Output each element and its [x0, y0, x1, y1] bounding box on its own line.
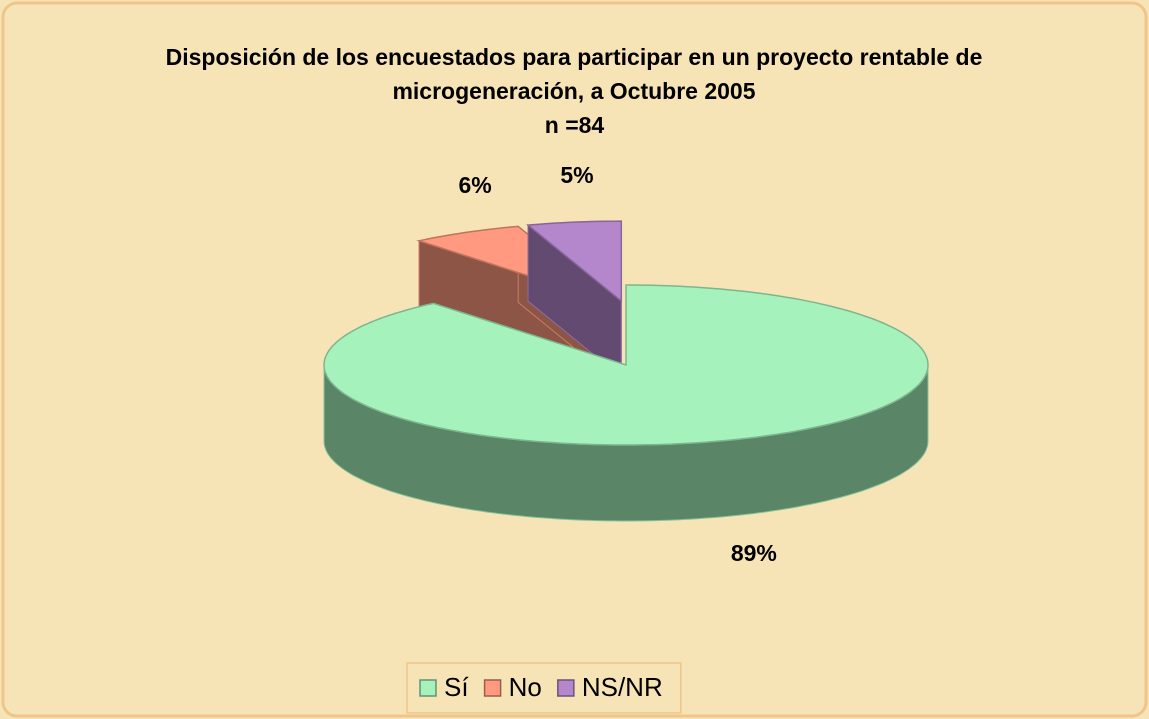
data-label: 89% — [731, 540, 777, 566]
chart-subtitle: n =84 — [544, 112, 605, 138]
legend-label: Sí — [444, 672, 469, 702]
legend-label: No — [509, 672, 542, 702]
legend-box — [406, 662, 682, 714]
legend-swatch — [483, 679, 502, 697]
legend-swatch — [557, 679, 575, 697]
data-label: 5% — [560, 162, 593, 188]
legend-label: NS/NR — [582, 672, 663, 702]
slice — [526, 220, 623, 303]
legend-swatch — [419, 679, 437, 697]
slice — [323, 284, 929, 446]
legend: Sí No NS/NR — [406, 662, 682, 714]
chart-title: Disposición de los encuestados para part… — [165, 44, 983, 104]
pie — [323, 220, 929, 522]
data-label: 6% — [459, 172, 492, 198]
